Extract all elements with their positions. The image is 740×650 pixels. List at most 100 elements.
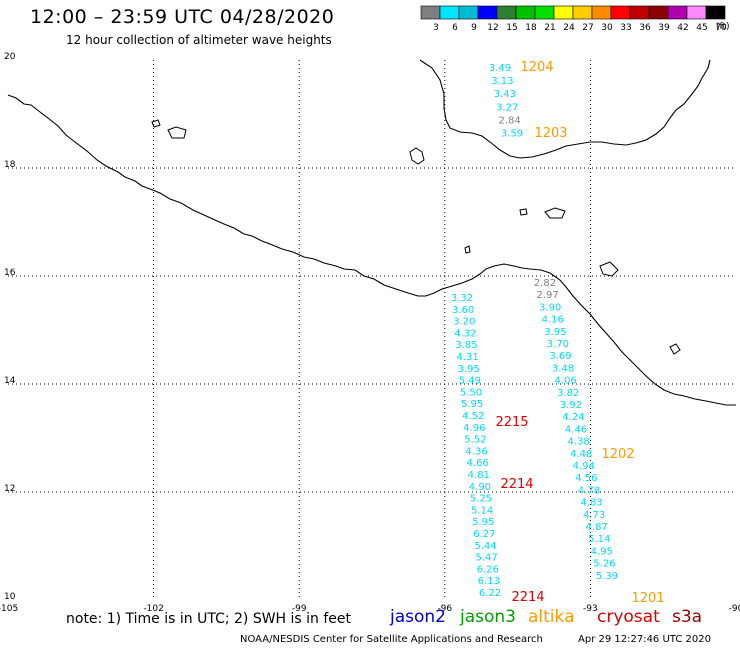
wave-height-value: 6.27 bbox=[473, 529, 495, 540]
satellite-legend-entry: jason2 bbox=[390, 607, 446, 627]
wave-height-value: 5.95 bbox=[472, 517, 494, 528]
wave-height-value: 4.24 bbox=[562, 412, 584, 423]
wave-height-value: 3.49 bbox=[489, 63, 511, 74]
colorbar-tick-label: 24 bbox=[563, 23, 575, 33]
colorbar-tick-label: 9 bbox=[471, 23, 477, 33]
wave-height-value: 3.32 bbox=[451, 293, 473, 304]
wave-height-value: 3.48 bbox=[552, 363, 574, 374]
wave-height-value: 3.13 bbox=[491, 76, 513, 87]
mexico-guatemala-coastline bbox=[7, 94, 736, 406]
wave-height-value: 2.82 bbox=[534, 278, 556, 289]
lat-tick-label: 16 bbox=[4, 268, 16, 278]
wave-height-value: 4.52 bbox=[462, 411, 484, 422]
colorbar-swatch bbox=[553, 5, 574, 20]
wave-height-value: 6.26 bbox=[477, 564, 499, 575]
satellite-legend-entry: jason3 bbox=[460, 607, 516, 627]
wave-height-value: 4.48 bbox=[570, 449, 592, 460]
lon-tick-label: -90 bbox=[729, 604, 740, 614]
wave-height-value: 3.27 bbox=[496, 102, 518, 113]
wave-height-value: 4.96 bbox=[463, 423, 485, 434]
wave-height-value: 6.13 bbox=[478, 576, 500, 587]
wave-height-value: 4.56 bbox=[575, 473, 597, 484]
colorbar-tick-label: 21 bbox=[544, 23, 555, 33]
island-small-4 bbox=[669, 343, 681, 355]
wave-height-value: 5.14 bbox=[588, 534, 610, 545]
coastline bbox=[7, 59, 736, 406]
wave-height-value: 4.90 bbox=[469, 482, 491, 493]
colorbar-swatch bbox=[534, 5, 555, 20]
wave-height-value: 4.32 bbox=[454, 328, 476, 339]
wave-height-value: 3.95 bbox=[458, 364, 480, 375]
pass-time-label: 2214 bbox=[511, 590, 544, 605]
wave-height-value: 4.83 bbox=[580, 498, 602, 509]
wave-height-value: 5.52 bbox=[464, 435, 486, 446]
lat-tick-label: 14 bbox=[4, 376, 16, 386]
credit-line: NOAA/NESDIS Center for Satellite Applica… bbox=[240, 634, 543, 645]
wave-height-value: 5.26 bbox=[593, 559, 615, 570]
gulf-coastline bbox=[419, 59, 711, 159]
pass-time-label: 1204 bbox=[520, 60, 553, 75]
wave-height-value: 3.59 bbox=[501, 129, 523, 140]
lat-lon-grid: -105 -102 -99 -96 -93 -90 20 18 16 14 12 10 bbox=[0, 52, 740, 614]
colorbar-unit-label: (ft) bbox=[716, 22, 730, 32]
pass-time-label: 1202 bbox=[601, 447, 634, 462]
colorbar-swatch bbox=[610, 5, 631, 20]
wave-height-value: 4.87 bbox=[586, 522, 608, 533]
wave-height-value: 5.25 bbox=[470, 494, 492, 505]
colorbar-tick-label: 45 bbox=[696, 23, 707, 33]
color-scale-bar: 3 6 9 12 15 18 21 24 27 30 33 36 39 42 45 70 bbox=[420, 5, 727, 33]
wave-height-value: 5.47 bbox=[476, 553, 498, 564]
wave-height-value: 3.82 bbox=[557, 388, 579, 399]
colorbar-swatch bbox=[420, 5, 441, 20]
island-small-2 bbox=[544, 207, 566, 219]
lon-tick-label: -105 bbox=[0, 604, 18, 614]
wave-height-value: 4.46 bbox=[565, 424, 587, 435]
pass-time-label: 2214 bbox=[500, 477, 533, 492]
colorbar-swatch bbox=[667, 5, 688, 20]
lon-tick-label: -102 bbox=[143, 604, 163, 614]
footer-note: note: 1) Time is in UTC; 2) SWH is in fe… bbox=[66, 611, 352, 627]
wave-height-value: 5.95 bbox=[461, 399, 483, 410]
wave-height-value: 4.31 bbox=[456, 352, 478, 363]
lon-tick-label: -93 bbox=[583, 604, 598, 614]
wave-height-value: 4.73 bbox=[583, 510, 605, 521]
colorbar-swatch bbox=[705, 5, 726, 20]
wave-height-value: 2.84 bbox=[498, 115, 520, 126]
wave-height-value: 4.36 bbox=[465, 446, 487, 457]
wave-height-value: 5.49 bbox=[459, 376, 481, 387]
wave-height-value: 3.92 bbox=[560, 400, 582, 411]
colorbar-tick-label: 42 bbox=[677, 23, 688, 33]
pass-time-label: 1203 bbox=[534, 126, 567, 141]
pass-time-label: 1201 bbox=[631, 591, 664, 606]
island-small-5 bbox=[167, 126, 187, 139]
colorbar-swatch bbox=[629, 5, 650, 20]
wave-height-value: 3.95 bbox=[544, 327, 566, 338]
island-small-8 bbox=[519, 208, 528, 216]
colorbar-swatch bbox=[496, 5, 517, 20]
colorbar-swatch bbox=[515, 5, 536, 20]
wave-height-value: 3.85 bbox=[455, 340, 477, 351]
wave-height-value: 4.16 bbox=[542, 315, 564, 326]
wave-height-value: 5.50 bbox=[460, 387, 482, 398]
wave-height-value: 5.44 bbox=[474, 541, 496, 552]
colorbar-tick-label: 36 bbox=[639, 23, 651, 33]
colorbar-tick-label: 27 bbox=[582, 23, 593, 33]
wave-height-value: 5.14 bbox=[471, 505, 493, 516]
colorbar-swatch bbox=[648, 5, 669, 20]
colorbar-swatch bbox=[458, 5, 479, 20]
satellite-legend-entry: cryosat bbox=[597, 607, 660, 627]
wave-height-value: 4.66 bbox=[467, 458, 489, 469]
map-title: 12:00 – 23:59 UTC 04/28/2020 bbox=[30, 6, 335, 28]
wave-height-labels: 3.49 3.13 3.43 3.27 2.84 3.59 3.323.603.204.32… bbox=[451, 60, 665, 606]
map-subtitle: 12 hour collection of altimeter wave hei… bbox=[66, 33, 332, 47]
colorbar-tick-label: 70 bbox=[715, 23, 727, 33]
colorbar-swatch bbox=[572, 5, 593, 20]
island-small-6 bbox=[151, 119, 161, 128]
colorbar-tick-label: 33 bbox=[620, 23, 631, 33]
wave-height-value: 5.39 bbox=[596, 571, 618, 582]
lat-tick-label: 20 bbox=[4, 52, 16, 62]
wave-height-value: 3.60 bbox=[452, 305, 474, 316]
wave-height-value: 4.78 bbox=[578, 485, 600, 496]
colorbar-tick-label: 15 bbox=[506, 23, 517, 33]
